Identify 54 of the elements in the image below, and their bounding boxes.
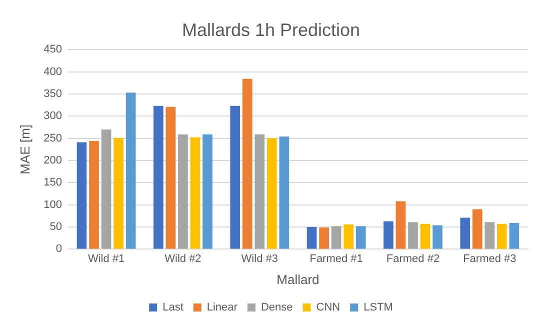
bar [242,78,252,249]
bar [356,226,366,249]
bar [344,224,354,249]
bar [331,226,342,249]
x-tick-label: Wild #3 [241,252,278,265]
bar [178,134,188,249]
y-tick-label: 400 [44,66,62,78]
legend-label: CNN [316,302,340,314]
x-tick-label: Farmed #1 [310,252,363,265]
bar [497,224,507,249]
bar [126,92,136,249]
y-axis-title: MAE [m] [17,124,32,174]
y-tick-label: 200 [44,154,62,167]
y-tick-label: 300 [44,110,62,122]
bar [306,227,317,249]
bar [472,209,482,249]
bar [484,222,495,249]
bar [420,224,430,249]
bar [202,134,212,249]
bar [230,106,240,249]
legend-label: Linear [206,302,238,314]
bar [432,225,442,249]
y-tick-label: 250 [44,132,62,144]
bar [384,221,394,249]
y-tick-label: 350 [44,88,62,100]
bar [254,134,265,249]
bar [460,218,470,249]
y-tick-label: 150 [44,176,62,189]
x-axis-title: Mallard [276,272,320,287]
x-tick-label: Wild #2 [164,252,202,265]
bar [89,140,99,249]
x-tick-label: Farmed #2 [386,252,440,265]
bar [509,223,520,249]
chart-title: Mallards 1h Prediction [182,20,360,40]
y-tick-label: 50 [50,221,62,234]
legend-label: Dense [260,302,293,314]
bar [319,227,329,249]
bar [114,138,124,249]
bar [190,137,200,249]
bar [279,136,290,249]
y-tick-label: 100 [44,198,62,211]
legend-label: LSTM [364,302,393,314]
bar [396,201,406,249]
y-tick-label: 0 [56,243,62,256]
bar [166,106,176,249]
x-tick-label: Farmed #3 [463,252,516,265]
bar [76,142,87,249]
bar [408,222,418,249]
bar [101,129,112,249]
bar [154,106,164,249]
legend-label: Last [162,302,184,314]
bar [267,138,277,249]
y-tick-label: 450 [44,44,62,56]
x-tick-label: Wild #1 [88,252,125,265]
